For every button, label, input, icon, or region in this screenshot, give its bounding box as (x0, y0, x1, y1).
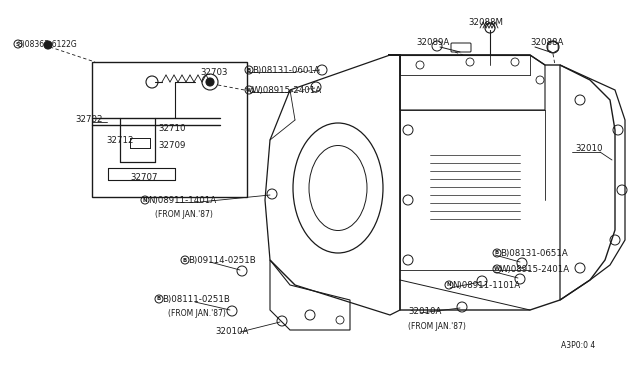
Text: 32703: 32703 (200, 68, 227, 77)
Text: 32010A: 32010A (408, 307, 442, 316)
Text: W)08915-2401A: W)08915-2401A (500, 265, 570, 274)
Circle shape (44, 41, 52, 49)
Text: N: N (143, 198, 147, 202)
Text: B)08131-0601A: B)08131-0601A (252, 66, 320, 75)
Text: B: B (183, 257, 187, 263)
Bar (92, 62, 247, 197)
Text: N: N (447, 282, 451, 288)
Text: 32710: 32710 (158, 124, 186, 133)
Text: (FROM JAN.'87): (FROM JAN.'87) (408, 322, 466, 331)
Text: B)09114-0251B: B)09114-0251B (188, 256, 256, 265)
Text: 32010A: 32010A (215, 327, 248, 336)
Text: B)08111-0251B: B)08111-0251B (162, 295, 230, 304)
Text: B: B (247, 67, 251, 73)
Text: B)08131-0651A: B)08131-0651A (500, 249, 568, 258)
Text: W: W (246, 87, 252, 93)
Circle shape (206, 78, 214, 86)
Text: 32712: 32712 (106, 136, 134, 145)
Text: 32010: 32010 (575, 144, 602, 153)
Text: B: B (495, 250, 499, 256)
Text: N)08911-1101A: N)08911-1101A (452, 281, 520, 290)
Text: 32702: 32702 (75, 115, 102, 125)
Text: 32709: 32709 (158, 141, 186, 150)
Text: (FROM JAN.'87): (FROM JAN.'87) (155, 210, 213, 219)
Text: S)08363-6122G: S)08363-6122G (18, 40, 77, 49)
Text: S: S (16, 42, 20, 46)
Text: 32089A: 32089A (416, 38, 449, 47)
Text: 32088M: 32088M (468, 18, 503, 27)
Text: B: B (157, 296, 161, 301)
Text: W: W (494, 266, 500, 272)
Text: W)08915-2401A: W)08915-2401A (252, 86, 322, 95)
Text: (FROM JAN.'87): (FROM JAN.'87) (168, 309, 226, 318)
Text: 32707: 32707 (130, 173, 157, 182)
Text: A3P0:0 4: A3P0:0 4 (561, 341, 595, 350)
Text: 32088A: 32088A (530, 38, 563, 47)
Text: N)08911-1401A: N)08911-1401A (148, 196, 216, 205)
